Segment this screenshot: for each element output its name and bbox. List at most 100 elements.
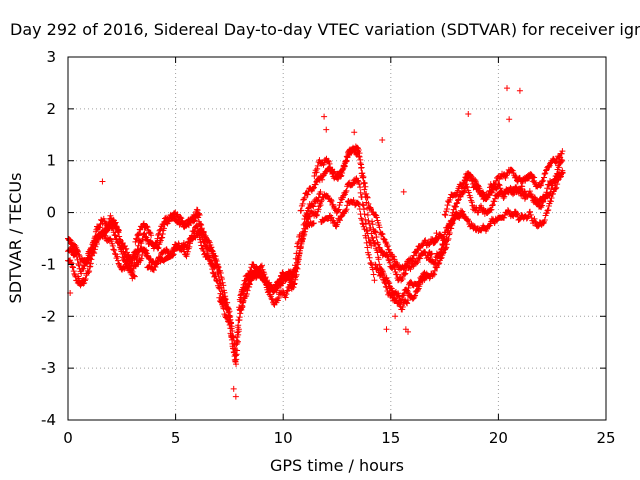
data-point <box>310 184 317 191</box>
data-point <box>398 296 405 303</box>
data-point <box>106 235 113 242</box>
data-point <box>209 269 216 276</box>
data-point <box>196 220 203 227</box>
data-point <box>442 229 449 236</box>
data-point <box>439 252 446 259</box>
data-point <box>541 217 548 224</box>
data-point <box>491 198 498 205</box>
data-point <box>374 265 381 272</box>
data-point <box>372 229 379 236</box>
data-point <box>535 200 542 207</box>
y-tick-label: 1 <box>46 152 56 170</box>
data-point <box>226 318 233 325</box>
data-point <box>75 260 82 267</box>
data-point <box>468 197 475 204</box>
data-point <box>343 187 350 194</box>
data-point <box>371 228 378 235</box>
data-point <box>129 257 136 264</box>
data-point <box>68 240 75 247</box>
data-point <box>220 282 227 289</box>
data-point <box>351 129 358 136</box>
chart-title: Day 292 of 2016, Sidereal Day-to-day VTE… <box>10 20 640 39</box>
data-point <box>174 211 181 218</box>
data-point <box>294 240 301 247</box>
data-point <box>235 326 242 333</box>
data-point <box>448 217 455 224</box>
data-point <box>439 250 446 257</box>
data-point <box>433 230 440 237</box>
data-point <box>219 275 226 282</box>
data-point <box>215 284 222 291</box>
data-point <box>185 239 192 246</box>
data-point <box>431 239 438 246</box>
data-point <box>134 253 141 260</box>
data-point <box>198 242 205 249</box>
data-point <box>531 215 538 222</box>
data-point <box>416 255 423 262</box>
x-axis-ticks: 0 5 10 15 20 25 <box>63 57 616 447</box>
data-point <box>271 284 278 291</box>
data-point <box>433 264 440 271</box>
data-points <box>65 85 566 400</box>
data-point <box>194 225 201 232</box>
data-point <box>84 254 91 261</box>
data-point <box>234 338 241 345</box>
data-point <box>419 274 426 281</box>
data-point <box>441 233 448 240</box>
data-point <box>235 317 242 323</box>
data-point <box>258 262 265 269</box>
data-point <box>208 247 215 254</box>
data-point <box>247 268 254 275</box>
data-point <box>449 212 456 219</box>
data-point <box>414 259 421 266</box>
data-point <box>516 87 523 94</box>
data-point <box>370 271 377 278</box>
data-point <box>233 351 240 358</box>
data-point <box>384 252 391 259</box>
data-point <box>384 243 391 250</box>
data-point <box>197 221 204 228</box>
data-point <box>443 244 450 251</box>
data-point <box>119 245 126 252</box>
data-point <box>553 184 560 191</box>
data-point <box>314 165 321 172</box>
data-point <box>227 316 234 323</box>
data-point <box>177 214 184 221</box>
data-point <box>240 298 247 305</box>
data-point <box>195 210 202 217</box>
data-point <box>547 189 554 196</box>
data-point <box>371 277 378 284</box>
data-point <box>360 180 367 187</box>
data-point <box>165 217 172 224</box>
data-point <box>361 226 368 233</box>
data-point <box>262 277 269 284</box>
data-point <box>326 160 333 167</box>
data-point <box>392 313 399 320</box>
data-point <box>215 264 222 271</box>
data-point <box>298 207 305 214</box>
data-point <box>410 295 417 302</box>
data-point <box>537 182 544 189</box>
data-point <box>425 242 432 249</box>
y-tick-label: 0 <box>46 204 56 222</box>
data-point <box>436 260 443 267</box>
data-point <box>246 284 253 291</box>
data-point <box>355 148 362 155</box>
data-point <box>187 220 194 227</box>
data-point <box>138 255 145 262</box>
data-point <box>379 272 386 279</box>
data-point <box>296 249 303 256</box>
data-point <box>237 310 244 317</box>
data-point <box>132 262 139 269</box>
data-point <box>378 231 385 238</box>
data-point <box>468 199 475 206</box>
data-point <box>115 226 122 233</box>
data-point <box>304 211 311 218</box>
data-point <box>136 230 143 237</box>
data-point <box>325 157 332 164</box>
data-point <box>257 263 264 270</box>
data-point <box>312 181 319 188</box>
data-point <box>238 291 245 298</box>
data-point <box>443 206 450 213</box>
data-point <box>385 256 392 263</box>
